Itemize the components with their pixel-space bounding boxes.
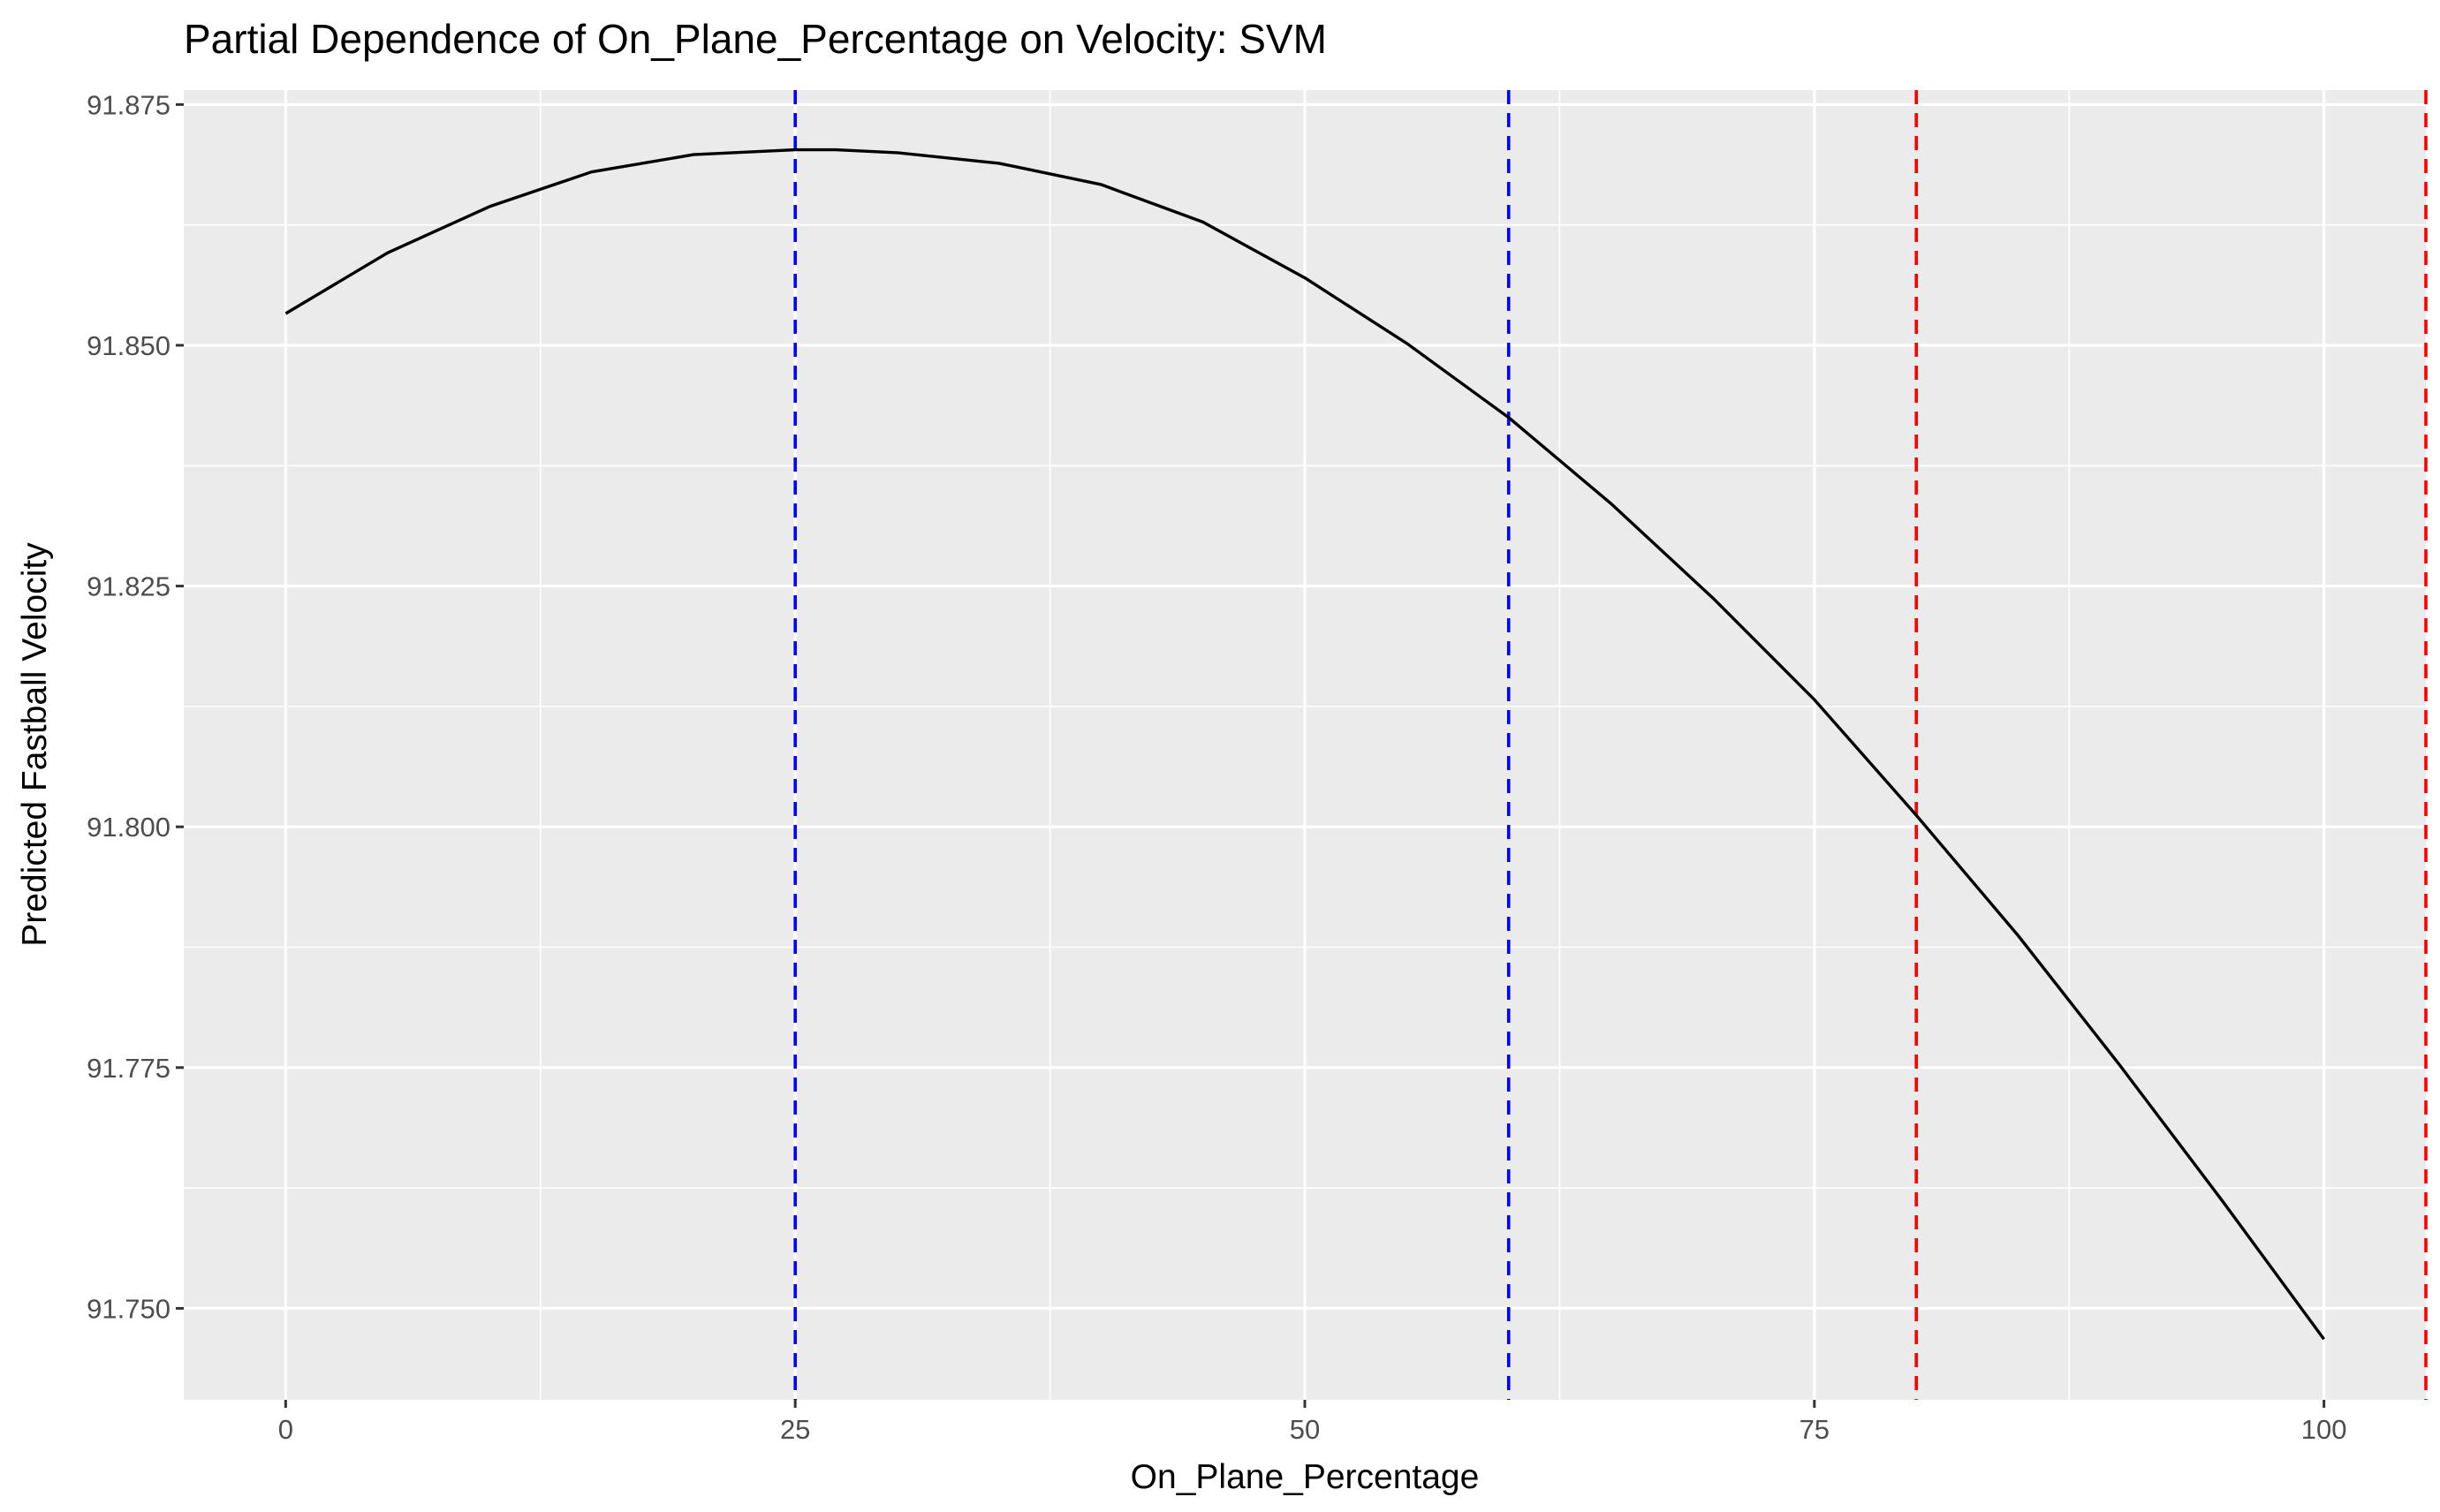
x-axis-title: On_Plane_Percentage: [1131, 1458, 1480, 1496]
y-tick-label: 91.775: [87, 1053, 170, 1084]
y-tick-label: 91.750: [87, 1293, 170, 1324]
y-tick-label: 91.850: [87, 330, 170, 361]
reference-lines: [793, 90, 2428, 1400]
x-tick-label: 50: [1290, 1414, 1320, 1445]
y-tick-label: 91.825: [87, 571, 170, 602]
series-group: [284, 147, 2325, 1341]
series-line: [284, 147, 2325, 1341]
x-tick-label: 100: [2301, 1414, 2347, 1445]
x-tick-label: 75: [1800, 1414, 1830, 1445]
y-tick-label: 91.875: [87, 89, 170, 120]
y-axis: 91.750 91.775 91.800 91.825 91.850 91.875: [87, 89, 184, 1324]
x-tick-label: 25: [780, 1414, 810, 1445]
x-tick-label: 0: [278, 1414, 293, 1445]
chart-title: Partial Dependence of On_Plane_Percentag…: [184, 16, 1327, 62]
y-tick-label: 91.800: [87, 812, 170, 843]
y-axis-title: Predicted Fastball Velocity: [16, 542, 54, 947]
x-axis: 0 25 50 75 100: [278, 1400, 2347, 1445]
